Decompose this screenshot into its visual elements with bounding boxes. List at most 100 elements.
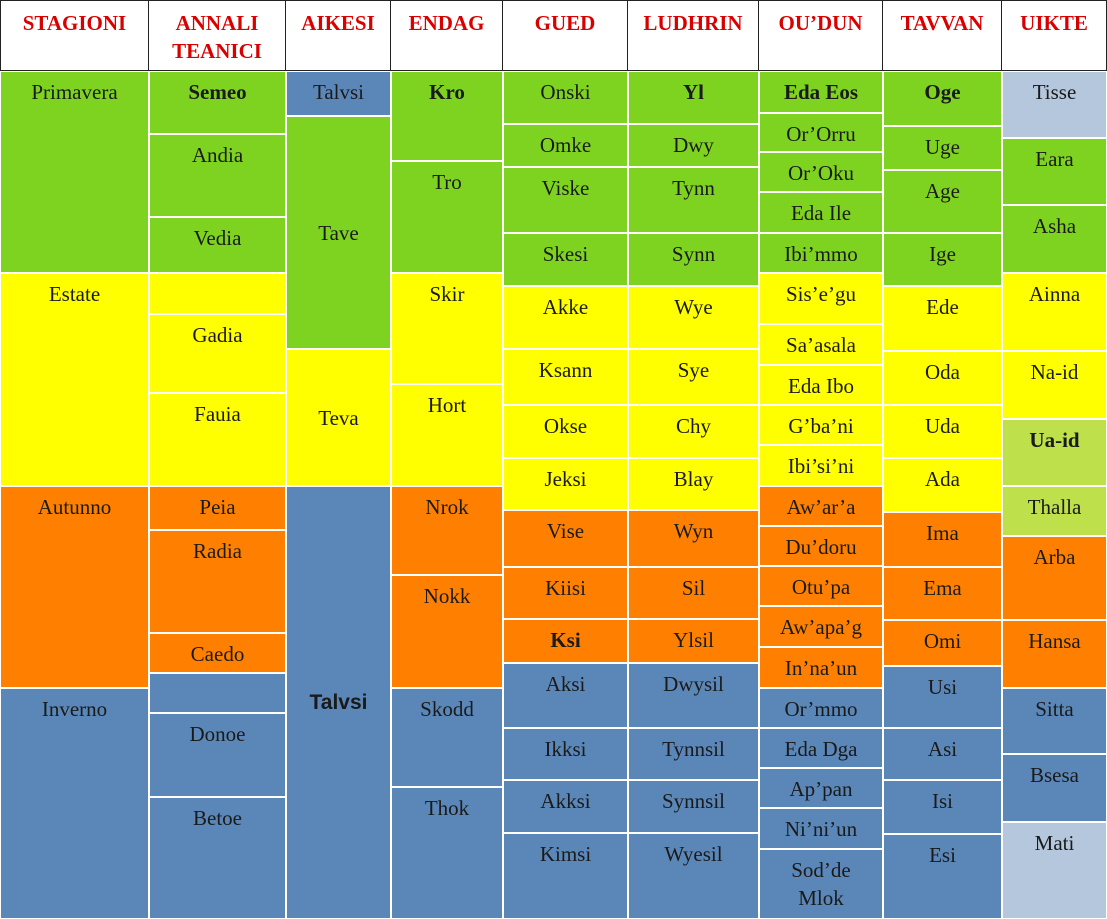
tavvan-cell: Ada <box>883 458 1002 512</box>
oudun-cell: Eda Ile <box>759 192 883 233</box>
annali-cell: Radia <box>149 530 286 633</box>
annali-cell <box>149 673 286 713</box>
ludhrin-cell: Wye <box>628 286 759 349</box>
uikte-cell: Tisse <box>1002 71 1107 138</box>
tavvan-cell: Esi <box>883 834 1002 919</box>
annali-cell: Gadia <box>149 314 286 393</box>
tavvan-cell: Ima <box>883 512 1002 567</box>
ludhrin-cell: Sye <box>628 349 759 405</box>
uikte-cell: Asha <box>1002 205 1107 273</box>
endag-cell: Hort <box>391 384 503 486</box>
uikte-cell: Arba <box>1002 536 1107 620</box>
oudun-cell: G’ba’ni <box>759 405 883 445</box>
uikte-cell: Ua-id <box>1002 419 1107 486</box>
gued-cell: Vise <box>503 510 628 567</box>
annali-cell: Betoe <box>149 797 286 919</box>
oudun-cell: Or’Orru <box>759 113 883 152</box>
oudun-cell: Aw’ar’a <box>759 486 883 526</box>
uikte-cell: Hansa <box>1002 620 1107 688</box>
endag-cell: Tro <box>391 161 503 273</box>
column-header-gued: GUED <box>503 0 628 71</box>
ludhrin-cell: Dwysil <box>628 663 759 728</box>
uikte-cell: Eara <box>1002 138 1107 205</box>
oudun-cell: Ibi’mmo <box>759 233 883 273</box>
annali-cell: Peia <box>149 486 286 530</box>
tavvan-cell: Oda <box>883 351 1002 405</box>
ludhrin-cell: Wyn <box>628 510 759 567</box>
ludhrin-cell: Ylsil <box>628 619 759 663</box>
gued-cell: Onski <box>503 71 628 124</box>
oudun-cell: Ap’pan <box>759 768 883 808</box>
ludhrin-cell: Blay <box>628 458 759 510</box>
tavvan-cell: Ede <box>883 286 1002 351</box>
column-header-oudun: OU’DUN <box>759 0 883 71</box>
gued-cell: Ksann <box>503 349 628 405</box>
gued-cell: Kiisi <box>503 567 628 619</box>
annali-cell: Vedia <box>149 217 286 273</box>
ludhrin-cell: Wyesil <box>628 833 759 919</box>
endag-cell: Skodd <box>391 688 503 787</box>
stagioni-cell: Autunno <box>0 486 149 688</box>
ludhrin-cell: Synn <box>628 233 759 286</box>
oudun-cell: Sa’asala <box>759 324 883 365</box>
oudun-cell: In’na’un <box>759 647 883 688</box>
tavvan-cell: Isi <box>883 780 1002 834</box>
oudun-cell: Otu’pa <box>759 566 883 606</box>
annali-cell <box>149 273 286 314</box>
annali-cell: Caedo <box>149 633 286 673</box>
ludhrin-cell: Synnsil <box>628 780 759 833</box>
aikesi-cell: Tave <box>286 116 391 349</box>
oudun-cell: Or’Oku <box>759 152 883 192</box>
aikesi-cell: Talvsi <box>286 71 391 116</box>
uikte-cell: Mati <box>1002 822 1107 919</box>
uikte-cell: Na-id <box>1002 351 1107 419</box>
gued-cell: Akke <box>503 286 628 349</box>
aikesi-cell: Teva <box>286 349 391 486</box>
tavvan-cell: Age <box>883 170 1002 233</box>
gued-cell: Aksi <box>503 663 628 728</box>
ludhrin-cell: Sil <box>628 567 759 619</box>
annali-cell: Semeo <box>149 71 286 134</box>
column-header-aikesi: AIKESI <box>286 0 391 71</box>
oudun-cell: Ibi’si’ni <box>759 445 883 486</box>
oudun-cell: Eda Ibo <box>759 365 883 405</box>
tavvan-cell: Asi <box>883 728 1002 780</box>
stagioni-cell: Primavera <box>0 71 149 273</box>
column-header-annali: ANNALI TEANICI <box>149 0 286 71</box>
endag-cell: Thok <box>391 787 503 919</box>
ludhrin-cell: Dwy <box>628 124 759 167</box>
endag-cell: Nrok <box>391 486 503 575</box>
gued-cell: Omke <box>503 124 628 167</box>
uikte-cell: Ainna <box>1002 273 1107 351</box>
oudun-cell: Sod’de Mlok <box>759 849 883 919</box>
tavvan-cell: Uge <box>883 126 1002 170</box>
endag-cell: Kro <box>391 71 503 161</box>
oudun-cell: Aw’apa’g <box>759 606 883 647</box>
column-header-uikte: UIKTE <box>1002 0 1107 71</box>
column-header-tavvan: TAVVAN <box>883 0 1002 71</box>
tavvan-cell: Oge <box>883 71 1002 126</box>
endag-cell: Skir <box>391 273 503 384</box>
ludhrin-cell: Yl <box>628 71 759 124</box>
oudun-cell: Or’mmo <box>759 688 883 728</box>
column-header-ludhrin: LUDHRIN <box>628 0 759 71</box>
gued-cell: Akksi <box>503 780 628 833</box>
column-header-stagioni: STAGIONI <box>0 0 149 71</box>
tavvan-cell: Ige <box>883 233 1002 286</box>
stagioni-cell: Inverno <box>0 688 149 919</box>
oudun-cell: Du’doru <box>759 526 883 566</box>
oudun-cell: Ni’ni’un <box>759 808 883 849</box>
annali-cell: Fauia <box>149 393 286 486</box>
gued-cell: Jeksi <box>503 458 628 510</box>
uikte-cell: Bsesa <box>1002 754 1107 822</box>
oudun-cell: Eda Dga <box>759 728 883 768</box>
gued-cell: Viske <box>503 167 628 233</box>
oudun-cell: Eda Eos <box>759 71 883 113</box>
gued-cell: Kimsi <box>503 833 628 919</box>
uikte-cell: Thalla <box>1002 486 1107 536</box>
tavvan-cell: Omi <box>883 620 1002 666</box>
gued-cell: Ksi <box>503 619 628 663</box>
ludhrin-cell: Tynn <box>628 167 759 233</box>
ludhrin-cell: Tynnsil <box>628 728 759 780</box>
